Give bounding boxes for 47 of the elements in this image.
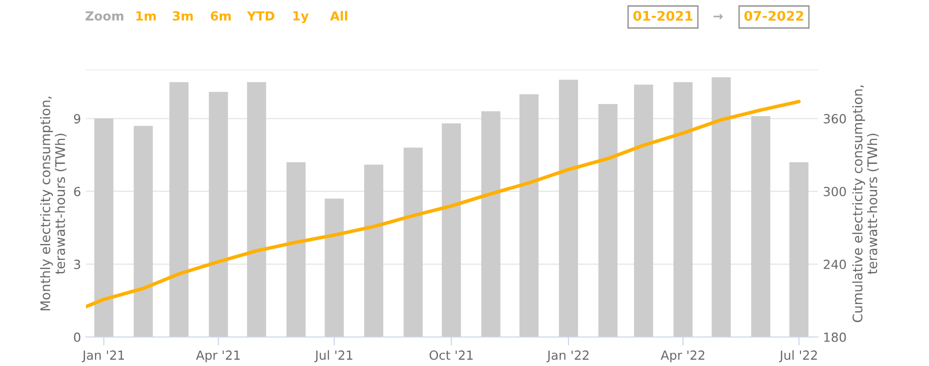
bar <box>169 82 188 337</box>
y2-axis-title: Cumulative electricity consumption, terawatt-hours (TWh) <box>852 85 879 322</box>
bar <box>286 162 306 337</box>
bar <box>558 80 578 337</box>
bar <box>94 118 114 337</box>
x-tick-label: Jul '22 <box>779 350 817 362</box>
y-tick-label: 9 <box>74 114 80 124</box>
bar <box>442 123 461 337</box>
bar <box>481 111 500 337</box>
bar <box>324 198 344 337</box>
bar <box>208 92 228 337</box>
bar <box>247 82 266 337</box>
bar <box>519 94 539 337</box>
y2-tick-label: 240 <box>824 260 846 270</box>
y2-tick-label: 360 <box>824 114 846 124</box>
x-tick-label: Oct '21 <box>430 350 473 360</box>
text: 3m <box>172 11 193 21</box>
bar <box>674 82 693 337</box>
text: 07-2022 <box>744 10 804 21</box>
y-tick-label: 3 <box>74 260 80 270</box>
x-tick-label: Jul '21 <box>314 350 352 362</box>
bar <box>404 148 423 337</box>
bar <box>134 126 153 337</box>
y-tick-label: 6 <box>74 186 80 196</box>
bar <box>751 116 770 337</box>
bar <box>789 162 808 337</box>
text: → <box>713 14 723 20</box>
text: 1y <box>293 11 309 24</box>
y-axis-title: Monthly electricity consumption, terawatt-hours (TWh) <box>40 96 67 310</box>
x-tick-label: Apr '22 <box>660 350 704 362</box>
y-tick-label: 0 <box>74 332 80 342</box>
text: 6m <box>210 11 231 21</box>
y2-tick-label: 180 <box>824 332 846 342</box>
text: Zoom <box>86 11 124 21</box>
text: 01-2021 <box>633 10 692 21</box>
line-series <box>86 100 801 308</box>
x-tick-label: Jan '22 <box>546 350 589 362</box>
text: All <box>330 10 348 20</box>
bar <box>364 164 384 337</box>
bar <box>712 77 731 337</box>
bar <box>634 84 654 337</box>
bar <box>598 104 618 337</box>
text: 1m <box>136 11 156 20</box>
text: YTD <box>246 11 274 20</box>
y2-tick-label: 300 <box>824 186 846 196</box>
x-tick-label: Jan '21 <box>82 350 124 362</box>
x-tick-label: Apr '21 <box>196 350 240 362</box>
